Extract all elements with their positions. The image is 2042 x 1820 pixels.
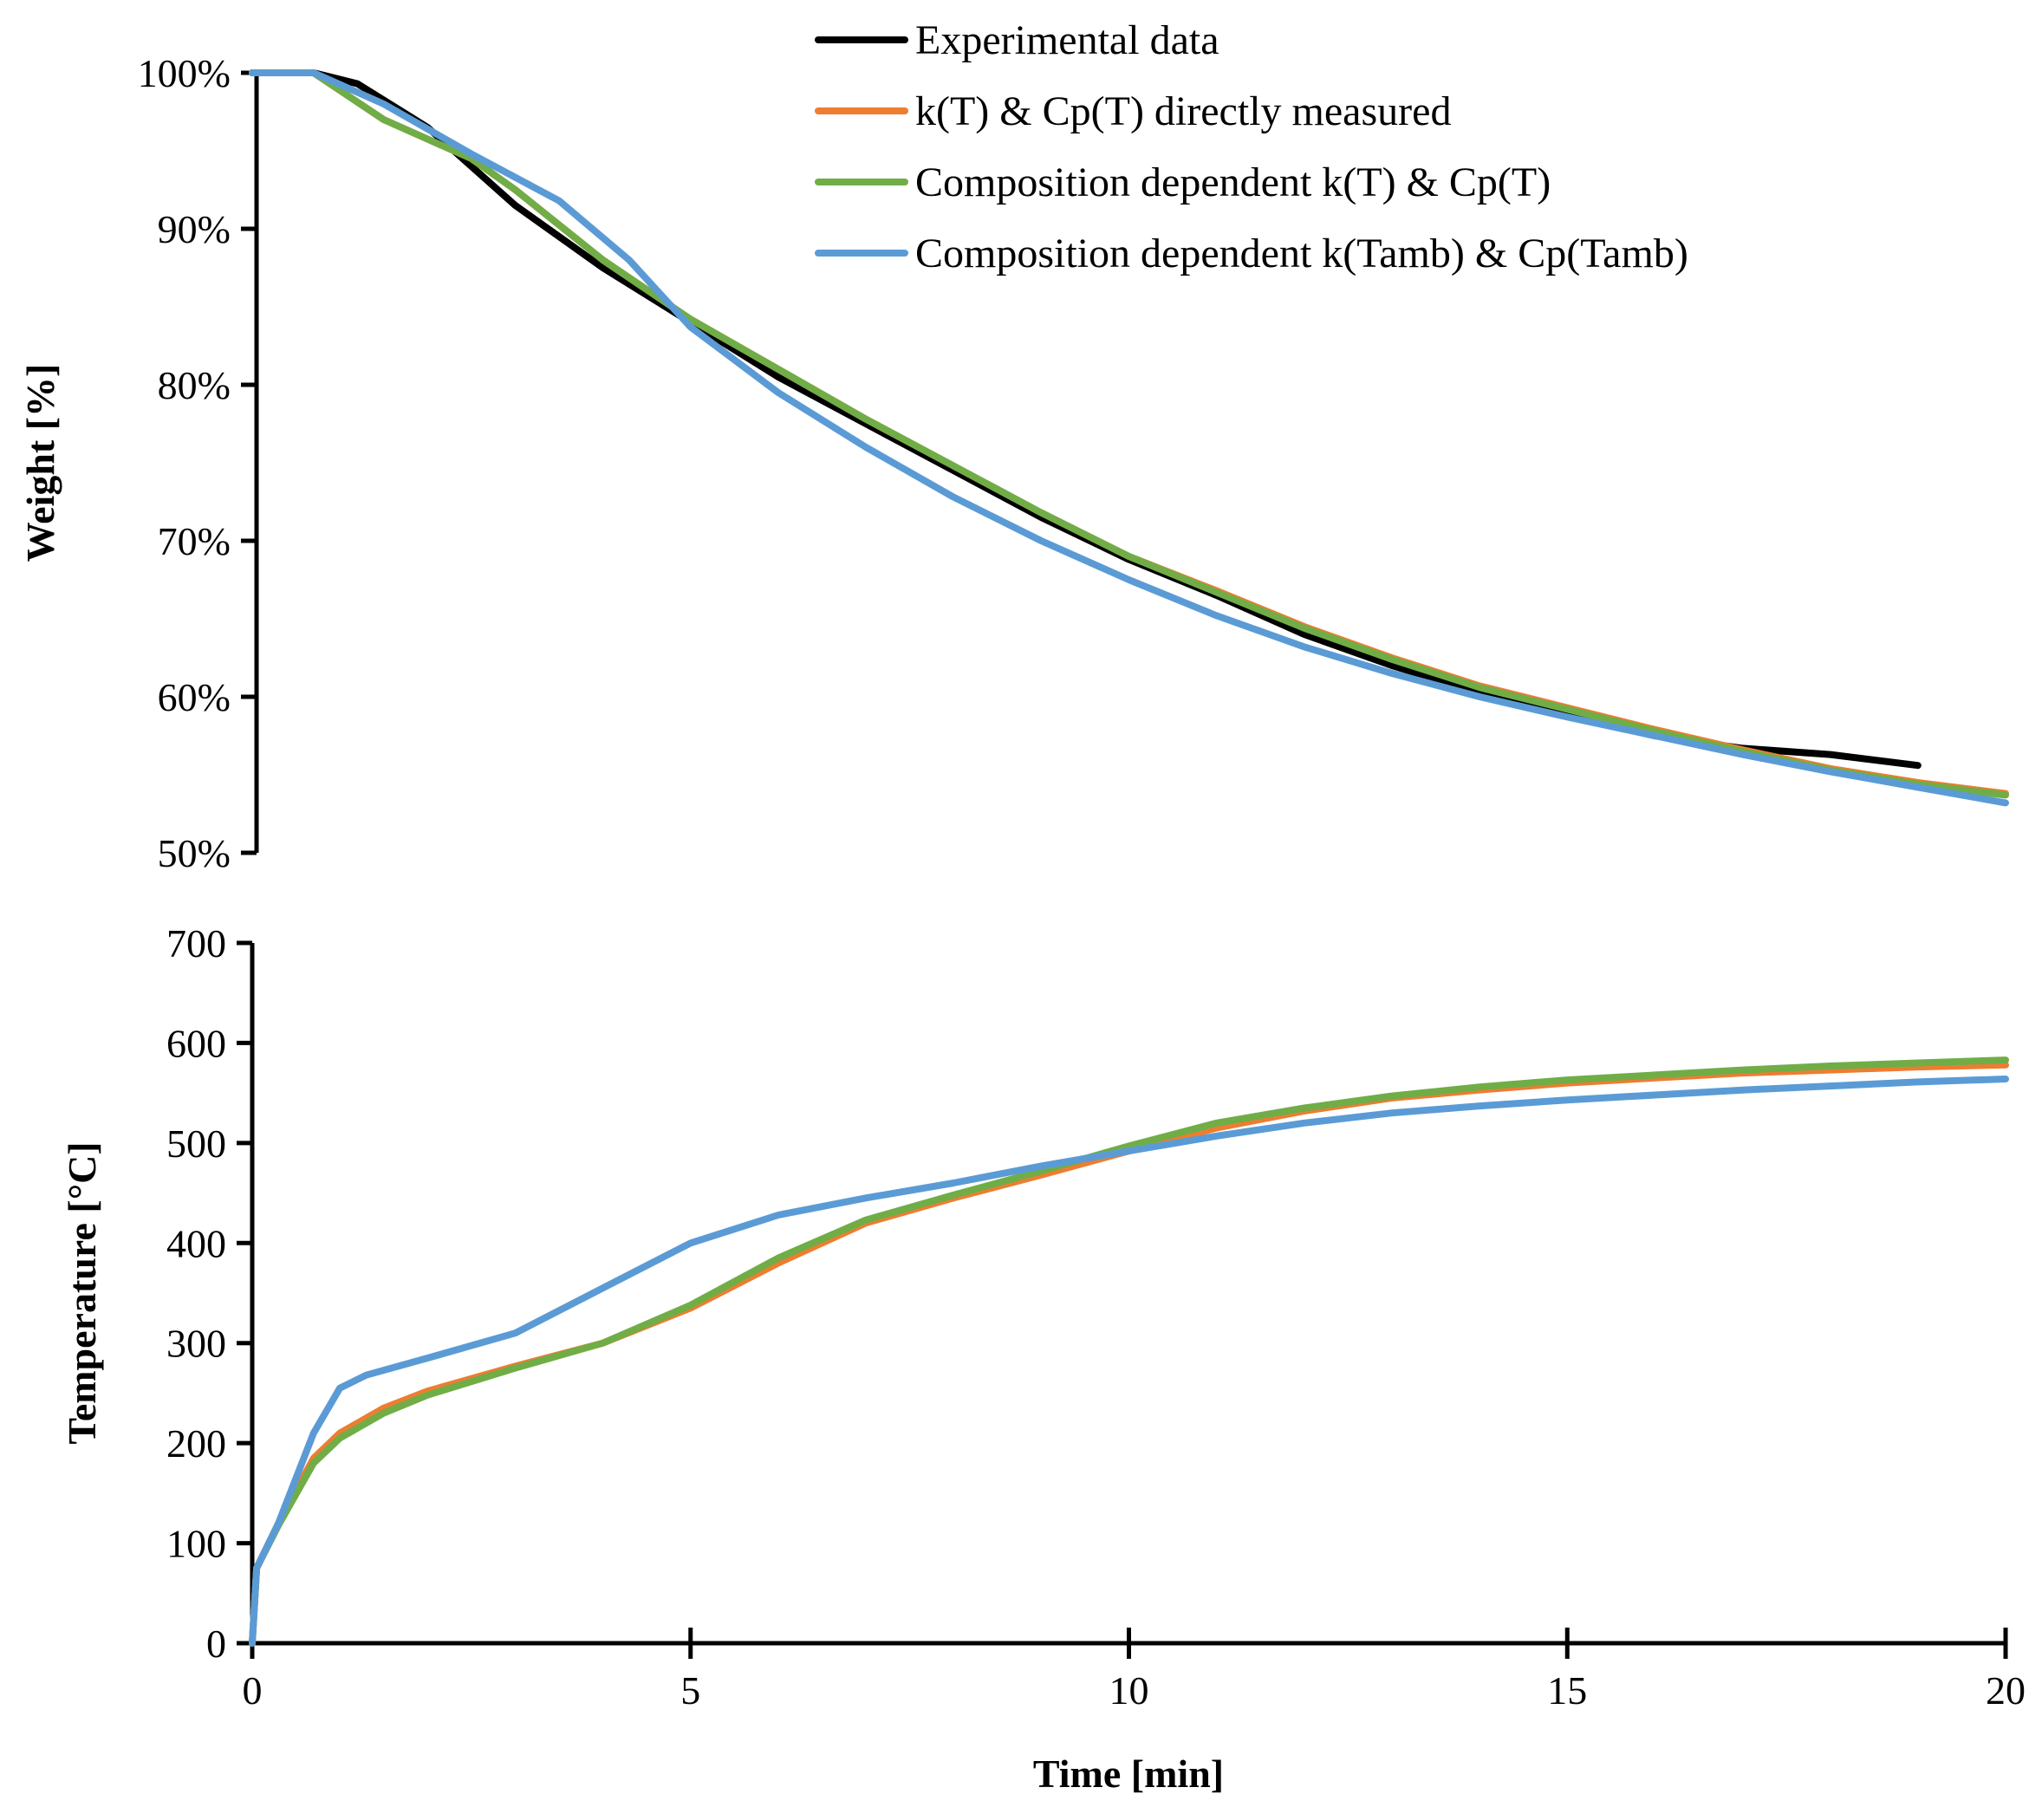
legend: Experimental data k(T) & Cp(T) directly m… (815, 17, 1688, 276)
weight-series-composition-dependent-k-t-cp-t- (249, 69, 2009, 799)
temperature-y-tick-label: 0 (206, 1622, 226, 1666)
time-axis-title: Time [min] (1033, 1752, 1224, 1796)
temperature-y-tick-label: 400 (166, 1221, 226, 1265)
legend-label: k(T) & Cp(T) directly measured (915, 88, 1451, 134)
temperature-y-tick-label: 700 (166, 921, 226, 965)
temperature-y-tick-label: 100 (166, 1522, 226, 1566)
legend-label: Composition dependent k(Tamb) & Cp(Tamb) (915, 231, 1688, 276)
temperature-axes: 0 100 200 300 400 500 600 700 0 5 10 15 20 (166, 921, 2026, 1713)
weight-series-composition-dependent-k-tamb-cp-tamb- (249, 69, 2009, 807)
x-tick-label: 10 (1109, 1668, 1149, 1713)
temperature-y-tick-label: 200 (166, 1421, 226, 1466)
temperature-series-composition-dependent-k-tamb-cp-tamb- (249, 1076, 2009, 1647)
temperature-series-composition-dependent-k-t-cp-t- (249, 1056, 2009, 1647)
x-tick-label: 5 (680, 1668, 700, 1713)
weight-y-tick-label: 70% (158, 519, 231, 563)
legend-label: Composition dependent k(T) & Cp(T) (915, 159, 1551, 205)
weight-y-tick-label: 80% (158, 363, 231, 407)
weight-axes: 50% 60% 70% 80% 90% 100% (138, 51, 2009, 875)
legend-label: Experimental data (915, 17, 1219, 63)
weight-axis-title: Weight [%] (18, 364, 62, 562)
temperature-y-tick-label: 300 (166, 1322, 226, 1366)
x-tick-label: 20 (1986, 1668, 2026, 1713)
weight-y-tick-label: 90% (158, 207, 231, 251)
temperature-y-tick-label: 500 (166, 1121, 226, 1166)
temperature-axis-title: Temperature [°C] (60, 1141, 104, 1444)
x-tick-label: 15 (1547, 1668, 1587, 1713)
weight-y-tick-label: 60% (158, 675, 231, 719)
temperature-y-tick-label: 600 (166, 1021, 226, 1065)
weight-y-tick-label: 100% (138, 51, 231, 95)
x-tick-label: 0 (243, 1668, 263, 1713)
weight-y-tick-label: 50% (158, 831, 231, 875)
